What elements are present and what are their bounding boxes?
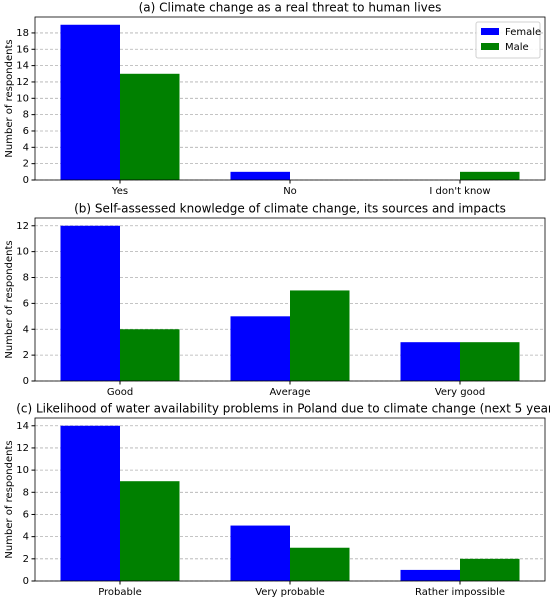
bar: [290, 290, 350, 381]
y-tick-label: 6: [23, 509, 29, 520]
y-tick-label: 8: [23, 273, 29, 284]
bar: [460, 171, 520, 180]
x-tick-label: No: [283, 186, 297, 197]
bar: [290, 547, 350, 581]
bar: [120, 481, 180, 581]
y-tick-label: 2: [23, 159, 29, 170]
bar: [60, 225, 120, 381]
legend-label: Female: [505, 27, 541, 38]
legend-swatch: [481, 28, 499, 35]
y-tick-label: 6: [23, 126, 29, 137]
y-tick-label: 0: [23, 376, 29, 387]
y-axis-label: Number of respondents: [4, 440, 15, 558]
y-tick-label: 0: [23, 175, 29, 186]
chart-title: (c) Likelihood of water availability pro…: [16, 402, 550, 416]
plot-frame: [34, 16, 546, 181]
y-tick-label: 2: [23, 554, 29, 565]
y-tick-label: 8: [23, 110, 29, 121]
x-tick-label: Rather impossible: [415, 587, 505, 598]
y-tick-label: 10: [16, 93, 29, 104]
x-tick-label: Yes: [111, 186, 128, 197]
bar: [230, 525, 290, 581]
bar: [60, 425, 120, 581]
y-tick-label: 4: [23, 142, 29, 153]
y-tick-label: 4: [23, 324, 29, 335]
y-tick-label: 10: [16, 247, 29, 258]
y-tick-label: 18: [16, 28, 29, 39]
x-tick-label: Very good: [435, 387, 485, 398]
y-tick-label: 12: [16, 221, 29, 232]
plot-frame: [34, 417, 546, 582]
y-tick-label: 2: [23, 350, 29, 361]
y-axis-label: Number of respondents: [4, 39, 15, 157]
bar: [120, 329, 180, 381]
chart-title: (b) Self-assessed knowledge of climate c…: [74, 202, 506, 216]
x-tick-label: Good: [107, 387, 133, 398]
x-tick-label: Probable: [98, 587, 142, 598]
bar: [120, 73, 180, 180]
y-tick-label: 6: [23, 298, 29, 309]
x-tick-label: Average: [269, 387, 310, 398]
bar: [230, 171, 290, 180]
bar: [60, 24, 120, 181]
y-tick-label: 10: [16, 465, 29, 476]
chart-title: (a) Climate change as a real threat to h…: [139, 1, 442, 15]
legend-label: Male: [505, 42, 529, 53]
y-tick-label: 8: [23, 487, 29, 498]
bar: [400, 569, 460, 581]
bar: [230, 316, 290, 381]
y-tick-label: 14: [16, 421, 29, 432]
y-tick-label: 4: [23, 532, 29, 543]
bar: [460, 342, 520, 381]
y-tick-label: 14: [16, 61, 29, 72]
y-tick-label: 12: [16, 443, 29, 454]
x-tick-label: I don't know: [429, 186, 490, 197]
y-tick-label: 0: [23, 576, 29, 587]
bar: [400, 342, 460, 381]
y-tick-label: 16: [16, 44, 29, 55]
x-tick-label: Very probable: [255, 587, 325, 598]
y-axis-label: Number of respondents: [4, 240, 15, 358]
legend-swatch: [481, 43, 499, 50]
bar: [460, 558, 520, 581]
plot-frame: [34, 217, 546, 382]
y-tick-label: 12: [16, 77, 29, 88]
